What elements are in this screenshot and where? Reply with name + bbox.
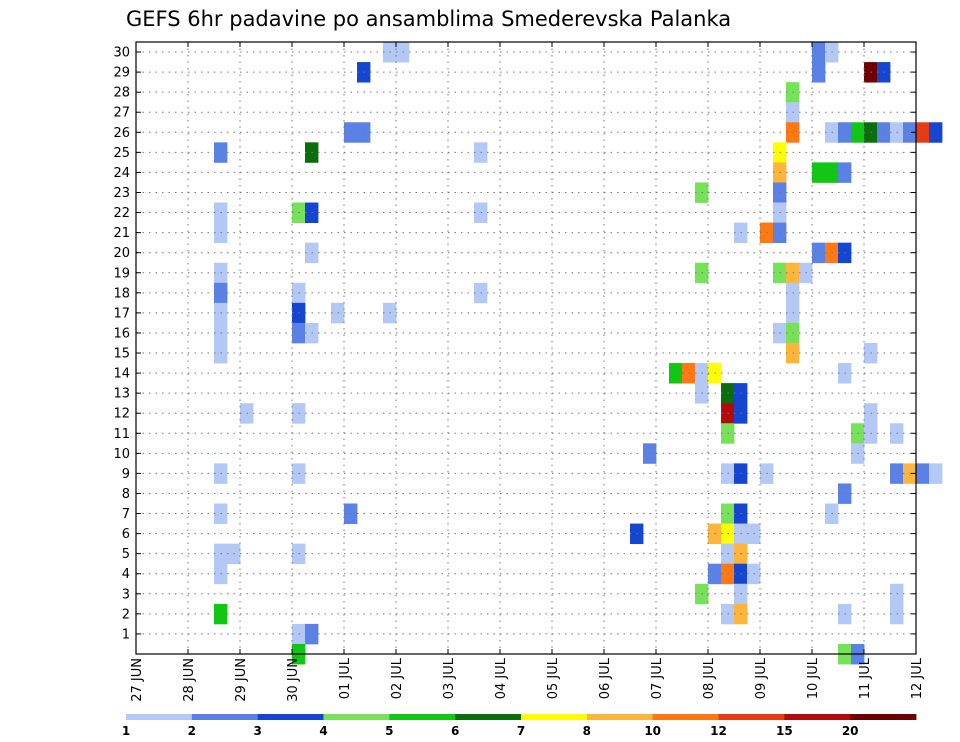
y-tick-label: 15: [113, 347, 130, 362]
x-tick-label: 08 JUL: [702, 657, 717, 699]
legend-label: 10: [644, 724, 661, 738]
y-tick-labels: 1234567891011121314151617181920212223242…: [113, 46, 130, 643]
y-tick-label: 2: [122, 607, 130, 622]
precip-cell-member-9-step-61: [929, 463, 943, 484]
legend-swatch: [718, 714, 785, 720]
x-tick-label: 29 JUN: [234, 658, 249, 702]
y-tick-label: 14: [113, 367, 130, 382]
plot-frame: [135, 41, 917, 655]
legend-label: 15: [776, 724, 793, 738]
y-tick-label: 8: [122, 487, 130, 502]
y-tick-label: 28: [113, 86, 130, 101]
legend-label: 2: [188, 724, 196, 738]
x-tick-label: 02 JUL: [390, 657, 405, 699]
y-tick-label: 1: [122, 627, 130, 642]
y-tick-label: 17: [113, 306, 130, 321]
axes-layer: [135, 41, 917, 655]
x-tick-label: 28 JUN: [182, 658, 197, 702]
x-tick-labels: 27 JUN 28 JUN 29 JUN 30 JUN 01 JUL 02 JUL 03 J…: [130, 657, 925, 701]
y-tick-label: 10: [113, 447, 130, 462]
y-tick-label: 26: [113, 126, 130, 141]
x-tick-label: 03 JUL: [442, 657, 457, 699]
y-tick-label: 29: [113, 66, 130, 81]
legend-swatch: [586, 714, 654, 720]
chart-title: GEFS 6hr padavine po ansamblima Smederev…: [126, 7, 731, 31]
y-tick-label: 18: [113, 286, 130, 301]
legend-swatch: [850, 714, 917, 720]
precip-cell-member-26-step-60: [916, 122, 930, 143]
y-tick-label: 4: [122, 567, 130, 582]
legend-swatch: [323, 714, 390, 720]
y-tick-label: 22: [113, 206, 130, 221]
legend-label: 4: [319, 724, 327, 738]
legend-swatch: [257, 714, 324, 720]
legend-label: 7: [517, 724, 525, 738]
y-tick-label: 11: [113, 427, 130, 442]
precip-cell-member-26-step-61: [929, 122, 943, 143]
y-tick-label: 3: [122, 587, 130, 602]
legend-swatch: [126, 714, 193, 720]
y-tick-label: 23: [113, 186, 130, 201]
legend-label: 8: [583, 724, 591, 738]
y-tick-label: 25: [113, 146, 130, 161]
legend: 1 2 3 4 5 6 7 8 10 12 15 20: [122, 714, 917, 738]
legend-label: 12: [710, 724, 727, 738]
legend-swatch: [784, 714, 851, 720]
legend-label: 20: [842, 724, 859, 738]
y-tick-label: 20: [113, 246, 130, 261]
x-tick-label: 30 JUN: [286, 658, 301, 702]
y-tick-label: 6: [122, 527, 130, 542]
x-tick-label: 06 JUL: [598, 657, 613, 699]
precip-cell-member-9-step-60: [916, 463, 930, 484]
y-tick-label: 5: [122, 547, 130, 562]
x-tick-label: 07 JUL: [650, 657, 665, 699]
x-tick-label: 11 JUL: [858, 657, 873, 699]
y-tick-label: 21: [113, 226, 130, 241]
legend-label: 3: [253, 724, 261, 738]
y-tick-label: 19: [113, 266, 130, 281]
legend-swatch: [521, 714, 588, 720]
x-tick-label: 04 JUL: [494, 657, 509, 699]
x-tick-label: 09 JUL: [754, 657, 769, 699]
legend-label: 1: [122, 724, 130, 738]
y-tick-label: 30: [113, 46, 130, 61]
grid-layer: [136, 42, 916, 654]
x-tick-label: 27 JUN: [130, 658, 145, 702]
x-tick-label: 12 JUL: [910, 657, 925, 699]
x-tick-label: 05 JUL: [546, 657, 561, 699]
y-tick-label: 12: [113, 407, 130, 422]
y-tick-label: 24: [113, 166, 130, 181]
x-tick-label: 10 JUL: [806, 657, 821, 699]
y-tick-label: 7: [122, 507, 130, 522]
legend-label: 6: [451, 724, 459, 738]
legend-swatch: [652, 714, 719, 720]
y-tick-label: 27: [113, 106, 130, 121]
legend-swatch: [389, 714, 456, 720]
y-tick-label: 13: [113, 387, 130, 402]
y-tick-label: 16: [113, 326, 130, 341]
y-tick-label: 9: [122, 467, 130, 482]
legend-swatch: [455, 714, 522, 720]
legend-label: 5: [385, 724, 393, 738]
x-tick-label: 01 JUL: [338, 657, 353, 699]
legend-swatch: [191, 714, 259, 720]
